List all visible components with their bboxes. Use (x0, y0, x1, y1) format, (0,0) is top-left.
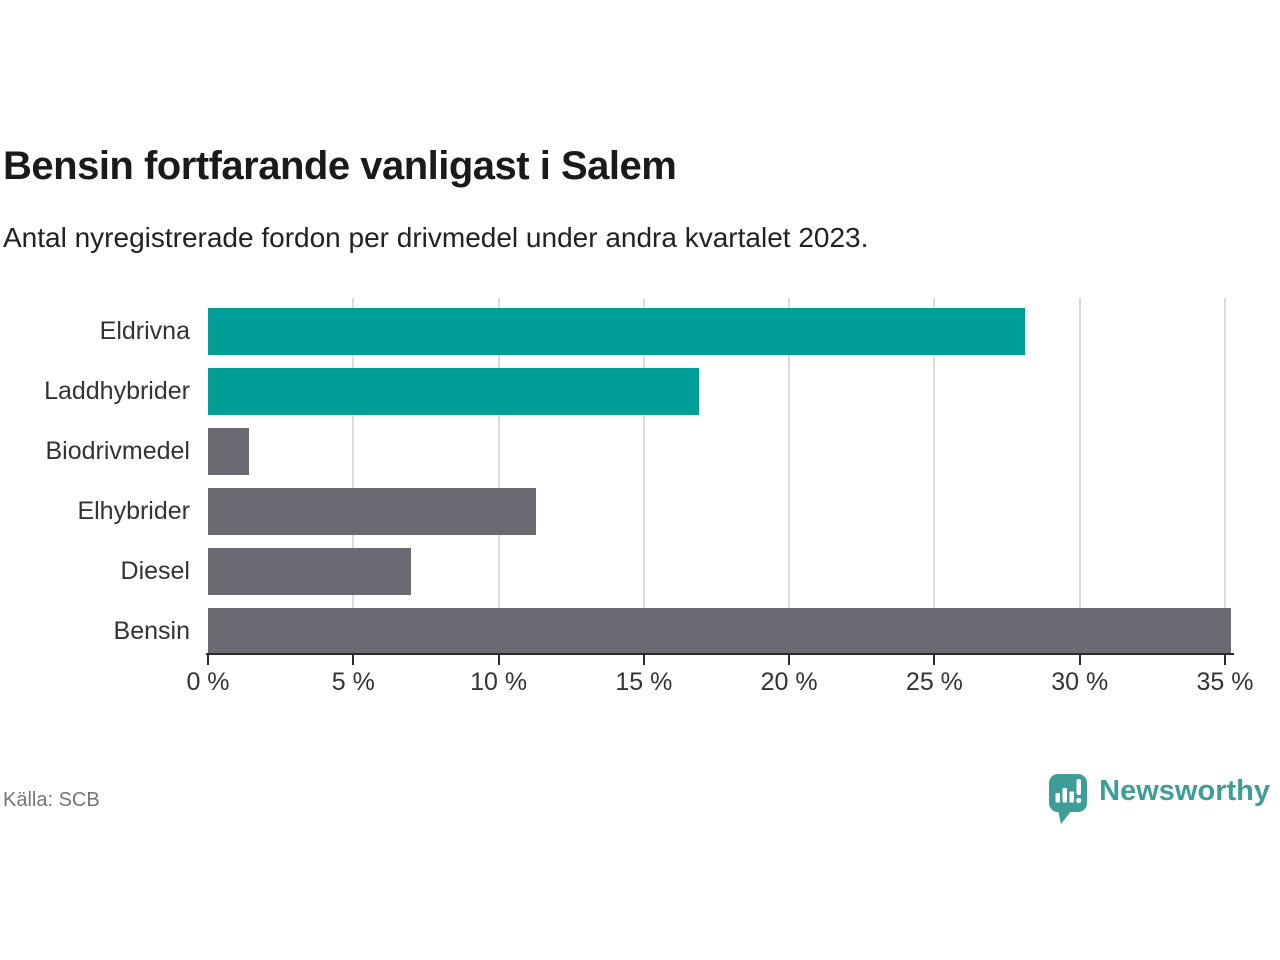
bar-diesel (208, 548, 412, 595)
category-label-elhybrider: Elhybrider (77, 497, 190, 525)
brand-name: Newsworthy (1099, 775, 1270, 807)
brand-lockup: Newsworthy (1047, 770, 1270, 826)
x-axis-tick-label-15: 15 % (615, 668, 673, 696)
bar-biodrivmedel (208, 428, 249, 475)
gridline-35 (1224, 298, 1226, 654)
x-axis-tick-labels: 0 % 5 % 10 % 15 % 20 % 25 % 30 % 35 % (186, 668, 1253, 702)
x-axis-tick-label-10: 10 % (470, 668, 528, 696)
x-axis-tick-20 (788, 654, 791, 665)
bar-eldrivna (208, 308, 1025, 355)
chart-title: Bensin fortfarande vanligast i Salem (3, 144, 677, 188)
gridline-30 (1078, 298, 1081, 654)
x-axis-tick-25 (933, 654, 936, 665)
gridline-5 (352, 298, 355, 654)
x-axis-tick-0 (207, 654, 209, 665)
x-axis-tick-label-0: 0 % (186, 668, 230, 696)
newsworthy-logo-icon (1049, 774, 1088, 824)
bar-laddhybrider (208, 368, 700, 415)
bar-bensin (208, 608, 1231, 655)
x-axis-tick-label-25: 25 % (905, 668, 963, 696)
category-label-eldrivna: Eldrivna (99, 317, 190, 345)
category-label-bensin: Bensin (113, 617, 190, 645)
category-label-diesel: Diesel (120, 557, 190, 585)
source-note: Källa: SCB (3, 789, 100, 811)
x-axis-line (206, 653, 1234, 655)
chart-subtitle: Antal nyregistrerade fordon per drivmede… (3, 222, 869, 253)
category-label-biodrivmedel: Biodrivmedel (45, 437, 190, 465)
x-axis-tick-35 (1224, 654, 1226, 665)
x-axis-tick-label-5: 5 % (331, 668, 375, 696)
x-axis-tick-label-30: 30 % (1051, 668, 1109, 696)
x-axis-tick-label-35: 35 % (1196, 668, 1254, 696)
x-axis-tick-5 (352, 654, 355, 665)
category-label-laddhybrider: Laddhybrider (44, 377, 190, 405)
x-axis-tick-label-20: 20 % (760, 668, 818, 696)
x-axis-tick-30 (1078, 654, 1081, 665)
category-axis-labels: Eldrivna Laddhybrider Biodrivmedel Elhybrid… (0, 298, 190, 654)
bar-elhybrider (208, 488, 537, 535)
x-axis-tick-10 (497, 654, 500, 665)
gridline-20 (788, 298, 791, 654)
gridline-15 (642, 298, 645, 654)
x-axis-tick-15 (642, 654, 645, 665)
gridline-10 (497, 298, 500, 654)
gridline-25 (933, 298, 936, 654)
bar-chart-plot-area (207, 298, 1231, 665)
